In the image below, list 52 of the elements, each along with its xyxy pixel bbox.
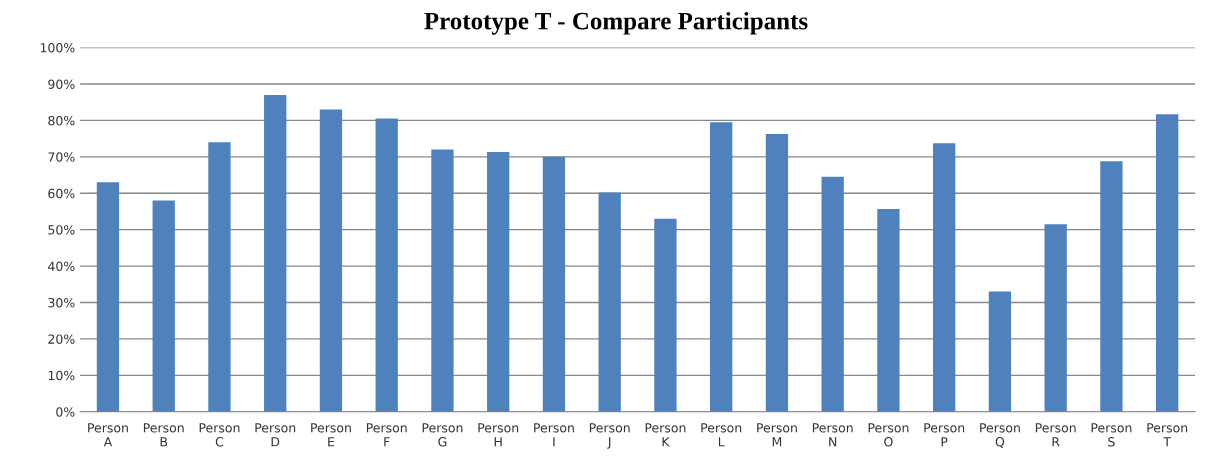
- y-tick-label: 0%: [56, 407, 75, 417]
- x-tick-label: Person R: [1035, 423, 1076, 447]
- x-tick-label: Person I: [534, 423, 574, 447]
- y-tick-label: 50%: [48, 225, 75, 235]
- bar: [152, 200, 175, 412]
- bar: [431, 149, 454, 412]
- x-tick-label: Person S: [1091, 423, 1132, 447]
- x-tick-label: Person N: [812, 423, 853, 447]
- bar: [96, 182, 120, 412]
- bar: [821, 176, 844, 412]
- x-tick-label: Person Q: [980, 423, 1020, 448]
- chart-title: Prototype T - Compare Participants: [424, 11, 808, 35]
- x-tick-label: Person P: [924, 423, 965, 447]
- x-tick-label: Person H: [478, 423, 519, 447]
- bar: [988, 291, 1012, 412]
- bar: [208, 142, 231, 412]
- y-tick-label: 100%: [40, 43, 75, 53]
- bar: [264, 94, 287, 412]
- x-tick-label: Person K: [645, 423, 686, 447]
- y-tick-label: 90%: [48, 79, 75, 89]
- x-tick-label: Person G: [422, 423, 463, 447]
- y-tick-label: 10%: [48, 370, 75, 381]
- x-tick-label: Person A: [88, 423, 128, 447]
- y-tick-label: 80%: [48, 115, 75, 126]
- bar: [710, 122, 733, 412]
- y-tick-label: 70%: [48, 152, 75, 162]
- x-tick-label: Person F: [366, 423, 407, 447]
- bar: [1044, 224, 1067, 412]
- bar: [933, 143, 956, 412]
- bar: [598, 192, 621, 412]
- bar: [487, 152, 510, 412]
- x-tick-label: Person B: [143, 423, 184, 447]
- x-tick-label: Person D: [255, 423, 296, 447]
- x-tick-label: Person C: [199, 423, 240, 447]
- bar: [319, 109, 343, 412]
- bar: [542, 156, 566, 412]
- bar: [375, 118, 398, 412]
- bar: [1100, 161, 1123, 412]
- x-tick-label: Person E: [311, 423, 351, 447]
- bar: [1156, 114, 1179, 412]
- x-tick-label: Person T: [1147, 423, 1188, 447]
- y-tick-label: 60%: [48, 188, 75, 199]
- x-tick-label: Person J: [589, 423, 630, 449]
- y-tick-label: 30%: [48, 297, 75, 308]
- bar: [877, 208, 900, 412]
- x-tick-label: Person L: [701, 423, 742, 447]
- x-tick-label: Person M: [757, 423, 797, 447]
- y-tick-label: 40%: [48, 261, 75, 272]
- bar: [654, 218, 677, 412]
- y-tick-label: 20%: [48, 334, 75, 344]
- x-tick-label: Person O: [868, 423, 909, 447]
- bar: [765, 133, 789, 412]
